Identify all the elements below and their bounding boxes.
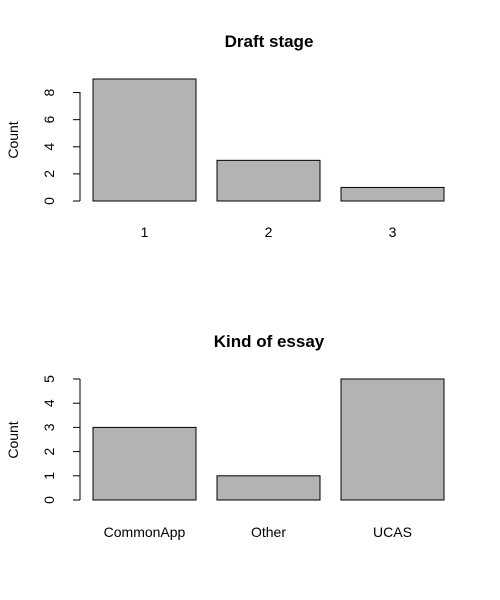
- y-tick-label: 4: [41, 143, 57, 151]
- y-tick-label: 0: [41, 496, 57, 504]
- y-tick-label: 5: [41, 375, 57, 383]
- bars: [93, 379, 444, 500]
- bar-3: [341, 187, 444, 201]
- category-label: Other: [251, 524, 286, 540]
- chart-title: Draft stage: [225, 32, 314, 51]
- category-label: 2: [265, 224, 273, 240]
- y-tick-label: 6: [41, 116, 57, 124]
- chart-panel-kind-of-essay: Kind of essay Count 0 1 2 3 4 5 CommonApp Othe…: [5, 332, 444, 540]
- category-label: UCAS: [373, 524, 412, 540]
- y-tick-label: 2: [41, 170, 57, 178]
- y-tick-label: 8: [41, 88, 57, 96]
- bar-other: [217, 476, 320, 500]
- category-label: CommonApp: [104, 524, 186, 540]
- y-axis-ticks: 0 1 2 3 4 5: [41, 375, 80, 504]
- y-tick-label: 2: [41, 447, 57, 455]
- category-label: 1: [141, 224, 149, 240]
- bar-ucas: [341, 379, 444, 500]
- category-labels: 1 2 3: [141, 224, 397, 240]
- y-tick-label: 3: [41, 423, 57, 431]
- y-tick-label: 0: [41, 197, 57, 205]
- y-axis-ticks: 0 2 4 6 8: [41, 88, 80, 204]
- y-axis-label: Count: [5, 421, 21, 458]
- bar-commonapp: [93, 427, 196, 500]
- category-labels: CommonApp Other UCAS: [104, 524, 412, 540]
- chart-title: Kind of essay: [214, 332, 325, 351]
- y-tick-label: 4: [41, 399, 57, 407]
- chart-panel-draft-stage: Draft stage Count 0 2 4 6 8 1 2 3: [5, 32, 444, 240]
- bar-1: [93, 79, 196, 201]
- bar-2: [217, 160, 320, 201]
- y-axis-label: Count: [5, 121, 21, 158]
- bars: [93, 79, 444, 201]
- category-label: 3: [389, 224, 397, 240]
- y-tick-label: 1: [41, 472, 57, 480]
